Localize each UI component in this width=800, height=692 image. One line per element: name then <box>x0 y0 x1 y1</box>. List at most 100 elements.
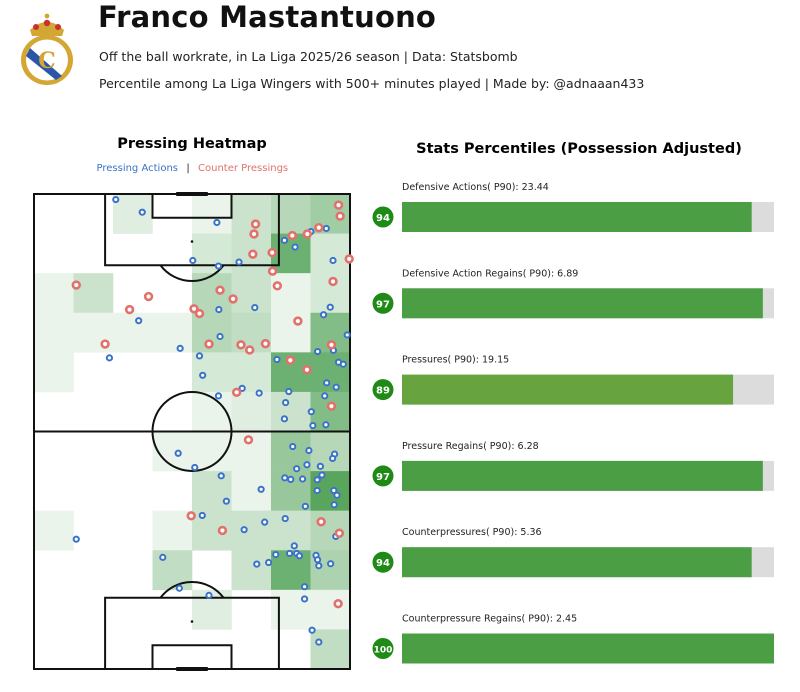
pressing-action-point <box>215 305 223 314</box>
heatmap-cell <box>192 471 232 511</box>
pressing-action-point <box>303 461 311 469</box>
heatmap-cell <box>231 194 272 234</box>
pressing-action-point <box>299 475 307 483</box>
pressing-action-point <box>327 560 335 568</box>
heatmap-cell <box>310 391 351 432</box>
pressing-action-point <box>308 626 316 634</box>
pressing-action-point <box>189 256 197 265</box>
heatmap-cell <box>152 550 193 591</box>
counter-pressing-point <box>267 266 278 276</box>
pressing-action-point <box>191 463 199 472</box>
stat-bar-fill <box>402 288 763 319</box>
counter-pressing-point <box>326 340 337 350</box>
heatmap-cell <box>271 391 311 432</box>
counter-pressing-point <box>215 285 225 295</box>
pressing-action-point <box>138 208 146 216</box>
counter-pressing-point <box>344 254 354 264</box>
pressing-action-point <box>319 311 328 319</box>
stat-bar-fill <box>402 202 752 232</box>
heatmap-cell <box>231 471 272 511</box>
percentile-value: 94 <box>376 213 390 224</box>
pressing-action-point <box>273 355 281 364</box>
pressing-action-point <box>280 415 289 423</box>
pressing-action-point <box>238 384 246 392</box>
pressing-action-point <box>199 371 207 379</box>
pressing-action-point <box>159 553 167 561</box>
pressing-action-point <box>313 476 321 484</box>
subtitle-percentile: Percentile among La Liga Wingers with 50… <box>99 76 645 91</box>
heatmap-cell <box>231 352 272 393</box>
percentile-value: 97 <box>376 472 390 483</box>
heatmap-cell <box>113 194 153 234</box>
page-title: Franco Mastantuono <box>98 0 437 34</box>
heatmap-cell <box>271 312 311 353</box>
heatmap-cell <box>310 589 351 630</box>
stat-label: Defensive Actions( P90): 23.44 <box>402 182 549 193</box>
heatmap-cell <box>231 273 272 314</box>
stat-label: Counterpressures( P90): 5.36 <box>402 527 542 538</box>
percentile-badge <box>372 465 394 487</box>
pressing-action-point <box>280 236 289 244</box>
pressing-action-point <box>198 511 206 520</box>
percentile-bars: Defensive Actions( P90): 23.44 94 Defensiv… <box>372 182 774 664</box>
pressing-action-point <box>214 392 223 400</box>
pressing-action-point <box>321 392 329 400</box>
heatmap-cell <box>271 510 311 551</box>
counter-pressing-point <box>326 401 337 411</box>
stat-label: Pressures( P90): 19.15 <box>402 355 509 366</box>
pressing-action-point <box>323 379 331 387</box>
counter-pressing-point <box>293 316 303 326</box>
pressing-action-point <box>175 584 183 592</box>
counter-pressing-point <box>71 280 81 290</box>
pressing-action-point <box>305 446 313 455</box>
legend-pressing: Pressing Actions <box>97 163 179 174</box>
pressing-action-point <box>205 591 213 599</box>
pressing-action-point <box>265 558 273 567</box>
pressing-action-point <box>300 595 309 603</box>
percentile-value: 94 <box>376 558 390 569</box>
pressing-action-point <box>214 262 223 270</box>
counter-pressing-point <box>302 229 313 239</box>
heatmap-cell <box>152 431 193 472</box>
stat-bar-fill <box>402 633 774 664</box>
pressing-action-point <box>282 399 290 407</box>
percentile-value: 100 <box>374 646 393 656</box>
pressing-action-point <box>281 474 289 482</box>
penalty-spot <box>190 240 194 243</box>
heatmap-cell <box>34 312 74 353</box>
heatmap-cell <box>310 629 351 670</box>
counter-pressing-point <box>302 365 312 375</box>
pressing-action-point <box>222 497 230 505</box>
six-yard-box <box>151 644 233 670</box>
counter-pressing-point <box>194 308 205 319</box>
pressing-action-point <box>195 352 204 360</box>
counter-pressing-point <box>272 281 283 291</box>
pressing-action-point <box>322 421 330 429</box>
percentile-badge <box>372 379 394 401</box>
pressing-action-point <box>329 256 337 265</box>
legend-separator: | <box>186 163 189 174</box>
pressing-action-point <box>135 317 143 325</box>
pressing-action-point <box>287 475 295 483</box>
heatmap-cell <box>34 510 74 551</box>
pressing-action-point <box>330 501 338 509</box>
pressing-action-point <box>285 549 294 558</box>
counter-pressing-point <box>236 340 246 350</box>
heatmap-cell <box>310 431 351 472</box>
svg-text:C: C <box>38 48 56 74</box>
subtitle-season: Off the ball workrate, in La Liga 2025/2… <box>99 49 518 64</box>
percentile-badge <box>372 292 394 314</box>
percentile-value: 97 <box>376 299 390 310</box>
heatmap-cell <box>310 233 351 274</box>
counter-pressing-point <box>328 276 338 287</box>
heatmap-cell <box>192 194 232 234</box>
pitch-markings <box>33 192 351 671</box>
counter-pressing-point <box>189 304 199 314</box>
counter-pressing-point <box>334 528 345 538</box>
counter-pressing-point <box>316 517 326 527</box>
pressing-action-point <box>285 387 293 396</box>
counter-pressing-point <box>100 339 110 349</box>
heatmap-cell <box>231 550 272 591</box>
counter-pressing-point <box>335 211 345 221</box>
heatmap-cell <box>231 510 272 551</box>
